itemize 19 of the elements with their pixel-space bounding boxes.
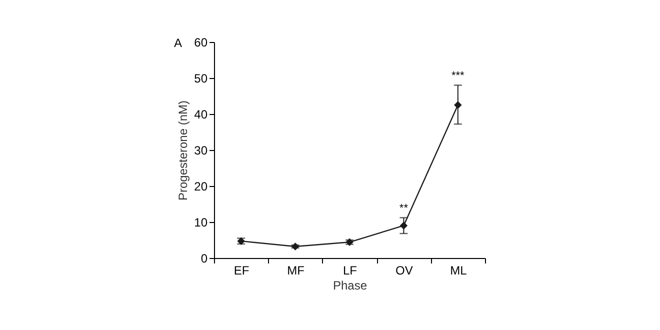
x-tick-label: EF — [234, 264, 250, 278]
y-tick-label: 20 — [194, 180, 208, 194]
y-tick-label: 10 — [194, 216, 208, 230]
point — [400, 222, 408, 230]
y-tick-label: 60 — [194, 36, 208, 50]
x-axis-title: Phase — [332, 278, 368, 292]
x-tick-label: MF — [287, 264, 304, 278]
y-tick-label: 30 — [194, 144, 208, 158]
text: A — [174, 36, 182, 50]
x-tick-label: ML — [450, 264, 468, 278]
y-tick-label: 40 — [194, 108, 208, 122]
y-tick-label: 50 — [194, 72, 208, 86]
x-tick-label: LF — [342, 264, 358, 278]
annotation: ** — [399, 202, 409, 215]
y-tick-label: 0 — [200, 252, 208, 266]
annotation: *** — [451, 70, 466, 82]
y-axis-title: Progesterone (nM) — [176, 100, 190, 201]
point — [454, 101, 462, 109]
x-tick-label: OV — [396, 264, 413, 278]
